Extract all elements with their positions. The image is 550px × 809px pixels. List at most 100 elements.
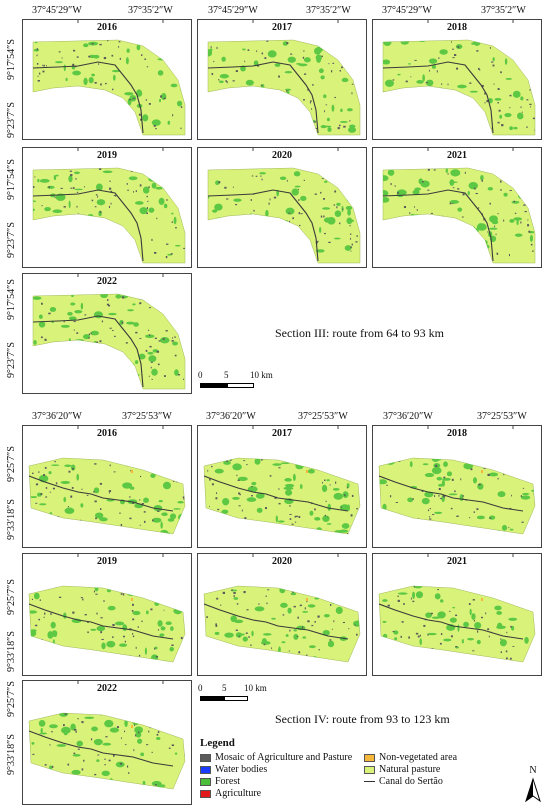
mosaic-patch [442, 495, 446, 498]
forest-patch [175, 715, 185, 718]
mosaic-patch [120, 737, 122, 739]
mosaic-patch [43, 473, 45, 477]
land-cover-map [382, 148, 536, 264]
forest-patch [300, 586, 308, 590]
forest-patch [157, 660, 168, 662]
mosaic-patch [526, 126, 528, 129]
mosaic-patch [80, 519, 82, 522]
mosaic-patch [437, 656, 440, 658]
forest-patch [136, 44, 141, 51]
mosaic-patch [113, 194, 116, 196]
mosaic-patch [250, 644, 252, 646]
mosaic-patch [138, 719, 141, 722]
mosaic-patch [122, 593, 125, 596]
forest-patch [530, 49, 535, 57]
forest-patch [403, 95, 407, 104]
mosaic-patch [163, 609, 165, 611]
land-cover-map [28, 681, 186, 790]
forest-patch [284, 220, 288, 223]
mosaic-patch [253, 209, 255, 212]
mosaic-patch [132, 702, 134, 703]
forest-patch [165, 621, 172, 626]
mosaic-patch [517, 64, 520, 65]
forest-patch [285, 489, 293, 496]
mosaic-patch [491, 61, 494, 63]
scale-label: 10 km [244, 683, 267, 693]
mosaic-patch [157, 731, 160, 733]
forest-patch [101, 642, 106, 650]
forest-patch [397, 653, 406, 657]
mosaic-patch [343, 125, 346, 128]
mosaic-patch [317, 615, 320, 618]
forest-patch [511, 200, 520, 204]
mosaic-patch [119, 57, 121, 60]
non-vegetated-patch [481, 598, 483, 601]
mosaic-patch [39, 72, 41, 75]
forest-patch [44, 207, 51, 212]
forest-patch [33, 364, 39, 368]
mosaic-patch [260, 175, 262, 177]
mosaic-patch [382, 512, 385, 514]
forest-patch [309, 510, 314, 516]
mosaic-patch [315, 594, 319, 596]
mosaic-patch [222, 591, 226, 594]
mosaic-patch [82, 598, 84, 601]
mosaic-patch [331, 628, 334, 630]
mosaic-patch [124, 640, 127, 643]
forest-patch [408, 90, 414, 98]
legend-item: Forest [200, 776, 240, 787]
forest-patch [480, 239, 488, 246]
forest-patch [93, 738, 103, 746]
mosaic-patch [445, 575, 447, 577]
mosaic-patch [52, 226, 56, 229]
mosaic-patch [68, 470, 71, 473]
forest-patch [108, 312, 117, 316]
mosaic-patch [78, 102, 81, 104]
mosaic-patch [106, 303, 110, 306]
mosaic-patch [114, 122, 116, 124]
mosaic-patch [148, 730, 150, 733]
forest-patch [70, 464, 76, 471]
mosaic-patch [351, 243, 353, 246]
mosaic-patch [350, 250, 352, 252]
mosaic-patch [435, 89, 437, 91]
mosaic-patch [113, 232, 116, 235]
forest-patch [293, 171, 301, 177]
mosaic-patch [215, 623, 217, 626]
forest-patch [253, 60, 259, 66]
mosaic-patch [180, 106, 183, 108]
forest-patch [71, 769, 81, 775]
lon-label: 37°25′53″W [477, 411, 527, 422]
forest-patch [71, 701, 77, 707]
forest-patch [72, 753, 81, 757]
forest-patch [30, 778, 37, 786]
mosaic-patch [476, 128, 479, 131]
lat-label: 9°17′54″S [6, 39, 17, 80]
forest-patch [383, 197, 390, 203]
forest-patch [33, 592, 40, 600]
forest-patch [461, 638, 464, 644]
forest-patch [438, 483, 444, 487]
mosaic-patch [246, 658, 249, 659]
forest-patch [171, 719, 180, 726]
forest-patch [51, 235, 55, 240]
mosaic-patch [52, 487, 55, 490]
forest-patch [427, 632, 437, 636]
forest-patch [336, 577, 344, 580]
forest-patch [46, 225, 51, 230]
mosaic-patch [431, 222, 435, 225]
land-cover-map [28, 426, 186, 535]
forest-patch [457, 624, 460, 632]
forest-patch [427, 98, 434, 105]
forest-patch [151, 368, 158, 376]
mosaic-patch [112, 88, 114, 91]
mosaic-patch [289, 127, 292, 129]
mosaic-patch [157, 510, 160, 512]
mosaic-patch [244, 60, 246, 63]
mosaic-patch [45, 487, 48, 489]
mosaic-patch [165, 330, 168, 332]
lon-label: 37°36′20″W [383, 411, 433, 422]
mosaic-patch [320, 191, 322, 194]
mosaic-patch [306, 462, 309, 465]
forest-patch [334, 182, 341, 186]
